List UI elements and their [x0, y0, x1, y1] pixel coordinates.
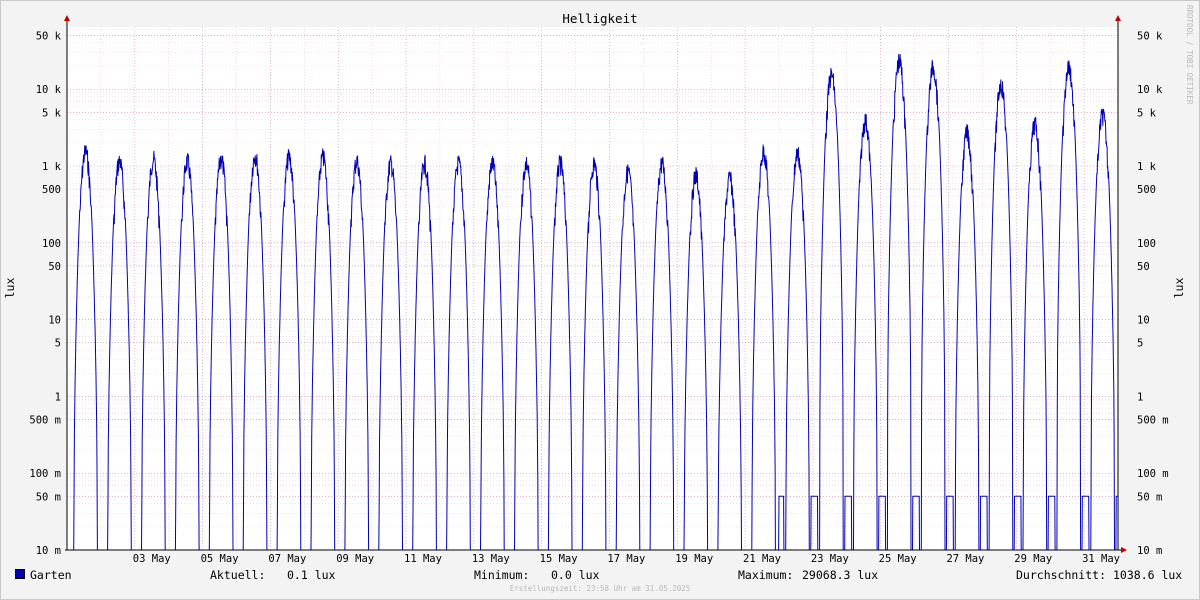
footer-timestamp: Erstellungszeit: 23:58 Uhr am 31.05.2025 [509, 584, 691, 593]
y-tick-label-left: 500 m [29, 415, 61, 427]
x-tick-label: 05 May [201, 553, 239, 565]
y-axis-label-left: lux [3, 278, 17, 299]
x-tick-label: 13 May [472, 553, 510, 565]
y-tick-label-right: 100 m [1137, 468, 1169, 480]
y-tick-labels-left: 50 k 10 k 5 k 1 k 500 100 50 10 5 1 500 m 100 m 50 m… [29, 31, 61, 557]
x-tick-label: 19 May [675, 553, 713, 565]
x-tick-label: 11 May [404, 553, 442, 565]
y-tick-label-right: 500 m [1137, 415, 1169, 427]
legend-avg-value: 1038.6 lux [1113, 568, 1183, 582]
x-tick-label: 03 May [133, 553, 171, 565]
x-axis-arrow [1121, 547, 1127, 553]
y-tick-label-right: 5 [1137, 338, 1143, 350]
x-tick-labels: 03 May 05 May 07 May 09 May 11 May 13 May 15 M… [133, 553, 1120, 565]
x-tick-label: 17 May [607, 553, 645, 565]
y-tick-label-right: 5 k [1137, 107, 1157, 119]
y-tick-label-right: 1 [1137, 391, 1143, 403]
x-tick-label: 21 May [743, 553, 781, 565]
y-tick-label-left: 1 [55, 391, 61, 403]
chart-title: Helligkeit [562, 11, 637, 26]
legend-min-value: 0.0 lux [551, 568, 600, 582]
legend-max-label: Maximum: [738, 568, 794, 582]
axes [64, 15, 1127, 553]
y-tick-label-left: 100 [42, 238, 61, 250]
legend-current-label: Aktuell: [210, 568, 266, 582]
y-tick-label-right: 10 m [1137, 545, 1162, 557]
legend-series-label: Garten [30, 568, 72, 582]
y-tick-label-left: 10 [48, 315, 61, 327]
x-tick-label: 27 May [946, 553, 984, 565]
legend-min-label: Minimum: [474, 568, 530, 582]
y-tick-label-left: 1 k [42, 161, 62, 173]
y-axis-arrow-right [1115, 15, 1121, 21]
y-tick-label-right: 50 [1137, 261, 1150, 273]
x-tick-label: 29 May [1014, 553, 1052, 565]
y-tick-label-right: 500 [1137, 184, 1156, 196]
y-tick-label-left: 50 m [36, 491, 61, 503]
y-tick-labels-right: 50 k 10 k 5 k 1 k 500 100 50 10 5 1 500 m 100 m 50 m… [1137, 31, 1169, 557]
y-tick-label-right: 10 k [1137, 84, 1163, 96]
x-tick-label: 07 May [268, 553, 306, 565]
x-tick-label: 31 May [1082, 553, 1120, 565]
y-axis-arrow-left [64, 15, 70, 21]
y-tick-label-left: 100 m [29, 468, 61, 480]
y-tick-label-left: 500 [42, 184, 61, 196]
x-tick-label: 09 May [336, 553, 374, 565]
y-tick-label-right: 1 k [1137, 161, 1157, 173]
y-tick-label-left: 5 k [42, 107, 62, 119]
y-tick-label-right: 10 [1137, 315, 1150, 327]
x-tick-label: 23 May [811, 553, 849, 565]
x-tick-label: 25 May [879, 553, 917, 565]
y-tick-label-left: 10 m [36, 545, 61, 557]
y-axis-label-right: lux [1172, 278, 1186, 299]
y-tick-label-right: 100 [1137, 238, 1156, 250]
y-tick-label-left: 5 [55, 338, 61, 350]
y-tick-label-left: 50 [48, 261, 61, 273]
plot-area [67, 27, 1118, 550]
y-tick-label-left: 10 k [36, 84, 62, 96]
watermark: RRDTOOL / TOBI OETIKER [1185, 5, 1194, 105]
grid-lines [66, 27, 1119, 551]
y-tick-label-right: 50 m [1137, 491, 1162, 503]
legend-avg-label: Durchschnitt: [1016, 568, 1107, 582]
legend-current-value: 0.1 lux [287, 568, 336, 582]
legend-max-value: 29068.3 lux [802, 568, 879, 582]
y-tick-label-left: 50 k [36, 31, 62, 43]
y-tick-label-right: 50 k [1137, 31, 1163, 43]
x-tick-label: 15 May [540, 553, 578, 565]
legend-swatch-garten [15, 569, 25, 579]
